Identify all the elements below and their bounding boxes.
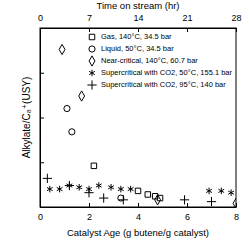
- legend-item: Supercritical with CO2, 95°C, 140 bar: [87, 80, 226, 89]
- point: [135, 188, 140, 193]
- tick: 21: [182, 13, 192, 32]
- tick: 2: [87, 203, 92, 222]
- point: [43, 174, 52, 183]
- tick-mark: [187, 28, 188, 32]
- tick: [40, 162, 44, 163]
- plot-frame: [40, 28, 236, 207]
- series: [91, 163, 163, 201]
- x2-axis-title: Time on stream (hr): [96, 0, 179, 11]
- point: [206, 188, 212, 195]
- point: [228, 189, 234, 196]
- point: [91, 163, 96, 168]
- tick: 4: [136, 203, 141, 222]
- series: [43, 174, 216, 207]
- point: [99, 193, 108, 202]
- point: [233, 198, 236, 207]
- legend-marker: [87, 80, 96, 89]
- point: [65, 181, 74, 190]
- tick-mark: [138, 203, 139, 207]
- legend-label: Near-critical, 140°C, 60.7 bar: [101, 56, 198, 65]
- point: [155, 195, 161, 205]
- legend: Gas, 140°C, 34.5 bar Liquid, 50°C, 34.5 b…: [87, 32, 232, 89]
- legend-item: Gas, 140°C, 34.5 bar: [89, 32, 172, 41]
- tick: 7: [87, 13, 92, 32]
- series: [47, 182, 234, 196]
- point: [96, 182, 102, 189]
- y-axis-title: Alkylate/C₈⁺(USY): [21, 77, 32, 159]
- chart: 0 2 4 6 8 0 7 14 21 28 Catalyst Age (g butene/g ca…: [0, 0, 249, 240]
- axis-line: [41, 207, 237, 208]
- legend-marker: [89, 56, 95, 66]
- point: [218, 188, 224, 195]
- point: [84, 188, 93, 197]
- point: [57, 186, 63, 193]
- point: [118, 186, 124, 193]
- legend-label: Supercritical with CO2, 95°C, 140 bar: [101, 80, 226, 89]
- tick-mark: [236, 28, 237, 32]
- tick-mark: [40, 207, 44, 208]
- tick-label: 6: [185, 212, 190, 222]
- legend-marker: [89, 34, 94, 39]
- legend-label: Liquid, 50°C, 34.5 bar: [101, 44, 174, 53]
- tick: 6: [185, 203, 190, 222]
- tick: 14: [133, 13, 143, 32]
- tick: [40, 73, 44, 74]
- point: [59, 44, 65, 54]
- tick-mark: [236, 203, 237, 207]
- tick-label: 4: [136, 212, 141, 222]
- tick: [40, 28, 44, 29]
- legend-marker: [89, 70, 95, 77]
- tick-mark: [40, 118, 44, 119]
- tick-mark: [89, 203, 90, 207]
- point: [119, 195, 128, 204]
- tick: [40, 118, 44, 119]
- tick-label: 0: [38, 13, 43, 23]
- tick-mark: [40, 28, 44, 29]
- point: [128, 186, 134, 193]
- legend-item: Supercritical with CO2, 50°C, 155.1 bar: [89, 68, 232, 77]
- tick-mark: [187, 203, 188, 207]
- tick-mark: [138, 28, 139, 32]
- x2-axis: 0 7 14 21 28: [38, 13, 242, 32]
- point: [47, 186, 53, 193]
- tick-label: 2: [87, 212, 92, 222]
- legend-item: Liquid, 50°C, 34.5 bar: [89, 44, 174, 53]
- point: [69, 129, 75, 135]
- point: [76, 184, 82, 191]
- tick-mark: [40, 162, 44, 163]
- point: [64, 105, 70, 111]
- tick-label: 0: [38, 212, 43, 222]
- legend-label: Supercritical with CO2, 50°C, 155.1 bar: [101, 68, 232, 77]
- series: [59, 44, 236, 207]
- tick-mark: [40, 73, 44, 74]
- legend-label: Gas, 140°C, 34.5 bar: [101, 32, 172, 41]
- legend-item: Near-critical, 140°C, 60.7 bar: [89, 56, 198, 66]
- legend-marker: [89, 46, 95, 52]
- point: [180, 195, 189, 204]
- point: [79, 91, 85, 101]
- y-axis: [40, 29, 44, 208]
- x-axis: 0 2 4 6 8: [38, 203, 239, 222]
- tick-label: 7: [87, 13, 92, 23]
- tick-label: 21: [182, 13, 192, 23]
- points: [43, 44, 236, 207]
- tick: 28: [231, 13, 241, 32]
- tick-label: 28: [231, 13, 241, 23]
- point: [108, 184, 114, 191]
- tick-label: 8: [234, 212, 239, 222]
- tick-mark: [89, 28, 90, 32]
- tick-label: 14: [133, 13, 143, 23]
- series: [64, 105, 124, 201]
- tick: [40, 207, 44, 208]
- x-axis-title: Catalyst Age (g butene/g catalyst): [67, 227, 209, 238]
- point: [145, 192, 150, 197]
- point: [207, 197, 216, 206]
